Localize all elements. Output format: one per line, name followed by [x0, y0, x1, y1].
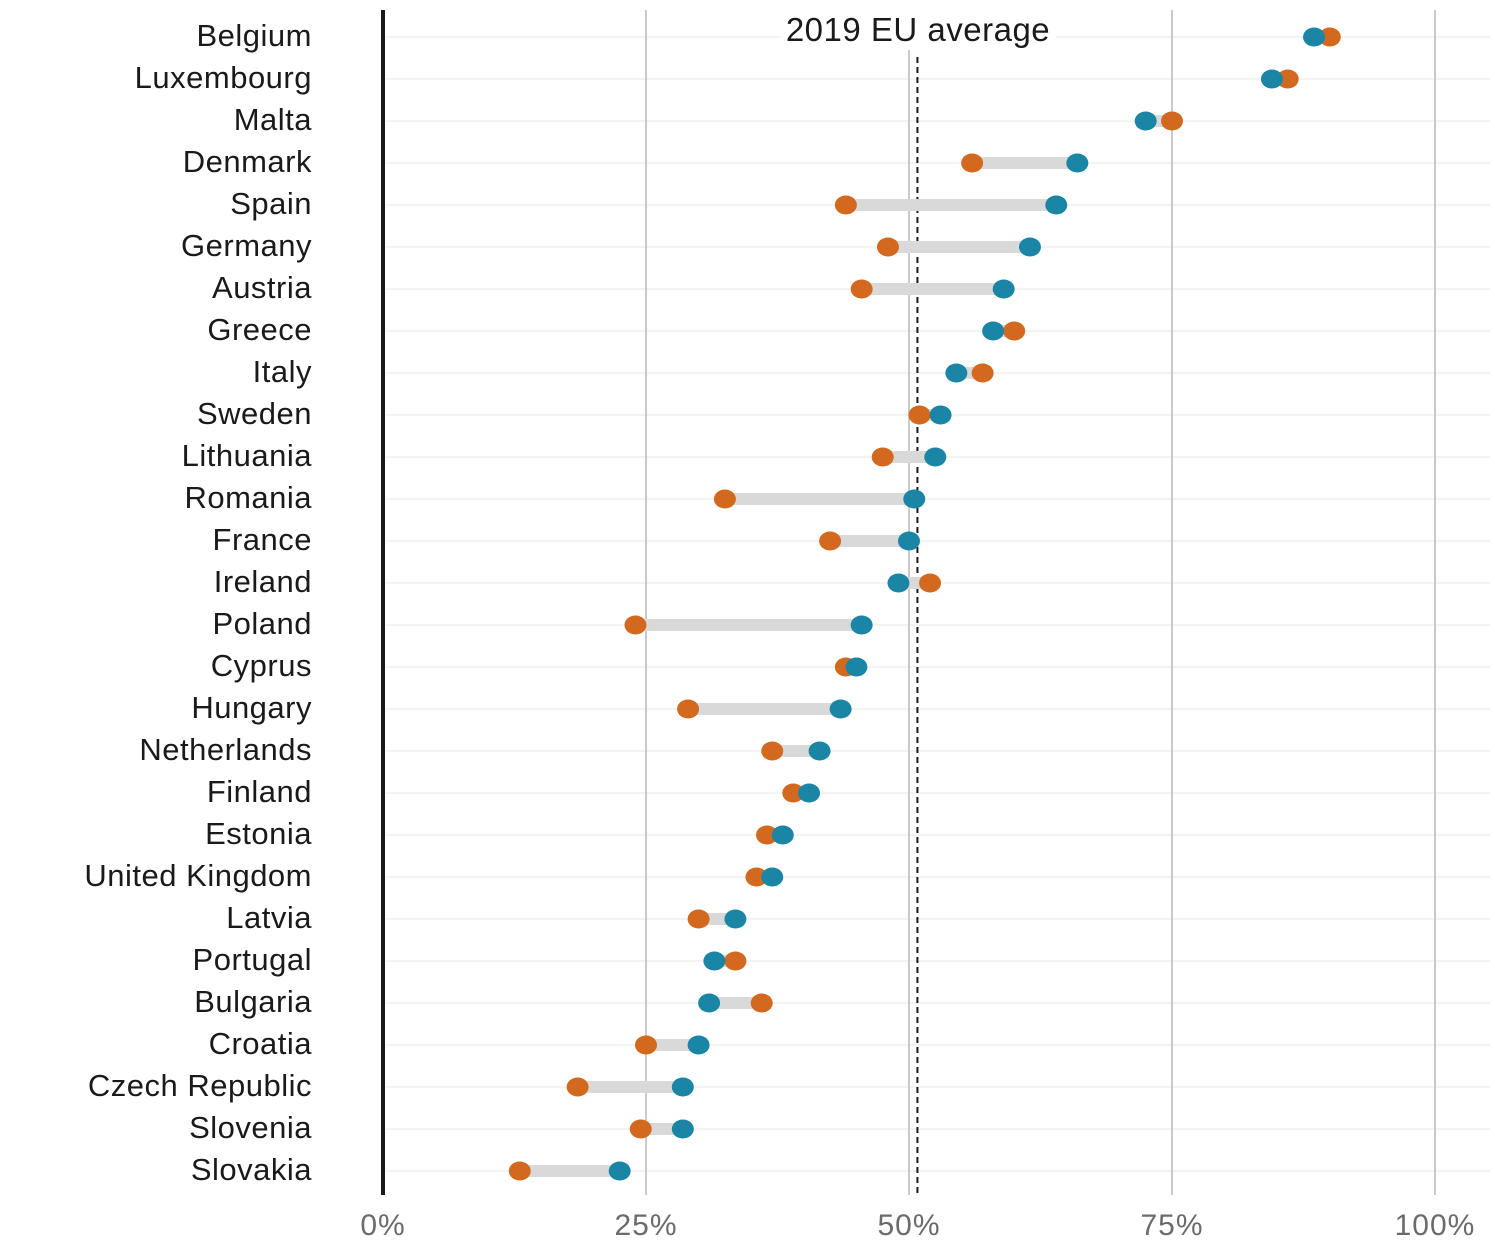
teal-point	[845, 657, 868, 677]
country-label: Ireland	[214, 564, 312, 599]
orange-point	[908, 405, 931, 425]
x-tick-label: 0%	[360, 1209, 405, 1240]
country-label: United Kingdom	[84, 858, 312, 893]
teal-point	[829, 699, 852, 719]
country-label: Bulgaria	[194, 984, 312, 1019]
eu-average-annotation: 2019 EU average	[786, 11, 1050, 48]
teal-point	[1018, 237, 1041, 257]
orange-point	[629, 1119, 652, 1139]
country-label: Netherlands	[139, 732, 312, 767]
teal-point	[850, 615, 873, 635]
teal-point	[671, 1077, 694, 1097]
country-label: Italy	[253, 354, 312, 389]
country-label: Denmark	[183, 144, 312, 179]
orange-point	[961, 153, 984, 173]
teal-point	[1260, 69, 1283, 89]
country-label: Hungary	[191, 690, 312, 725]
orange-point	[750, 993, 773, 1013]
orange-point	[677, 699, 700, 719]
teal-point	[703, 951, 726, 971]
country-label: Malta	[234, 102, 313, 137]
teal-point	[1045, 195, 1068, 215]
country-label: Latvia	[226, 900, 312, 935]
country-label: Estonia	[205, 816, 312, 851]
orange-point	[819, 531, 842, 551]
country-label: Germany	[181, 228, 312, 263]
orange-point	[624, 615, 647, 635]
country-label: France	[213, 522, 312, 557]
teal-point	[1303, 27, 1326, 47]
country-label: Belgium	[197, 18, 313, 53]
teal-point	[929, 405, 952, 425]
x-tick-label: 50%	[877, 1209, 940, 1240]
teal-point	[945, 363, 968, 383]
orange-point	[782, 783, 805, 803]
country-label: Portugal	[193, 942, 312, 977]
orange-point	[850, 279, 873, 299]
orange-point	[1003, 321, 1026, 341]
teal-point	[898, 531, 920, 551]
teal-point	[1066, 153, 1089, 173]
country-label: Luxembourg	[135, 60, 312, 95]
orange-point	[635, 1035, 657, 1055]
country-label: Croatia	[209, 1026, 313, 1061]
country-label: Poland	[212, 606, 312, 641]
orange-point	[745, 867, 768, 887]
orange-point	[724, 951, 747, 971]
x-tick-label: 75%	[1140, 1209, 1203, 1240]
country-label: Spain	[230, 186, 312, 221]
country-label: Slovakia	[191, 1152, 312, 1187]
country-label: Cyprus	[211, 648, 312, 683]
teal-point	[687, 1035, 710, 1055]
teal-point	[671, 1119, 694, 1139]
country-label: Czech Republic	[88, 1068, 312, 1103]
country-label: Romania	[184, 480, 312, 515]
country-label: Finland	[207, 774, 312, 809]
country-label: Lithuania	[182, 438, 313, 473]
orange-point	[1318, 27, 1341, 47]
teal-point	[698, 993, 721, 1013]
teal-point	[982, 321, 1005, 341]
country-label: Austria	[212, 270, 312, 305]
teal-point	[887, 573, 910, 593]
country-label: Greece	[207, 312, 312, 347]
x-tick-label: 100%	[1395, 1209, 1476, 1240]
orange-point	[834, 195, 857, 215]
country-label: Sweden	[197, 396, 312, 431]
orange-point	[566, 1077, 589, 1097]
country-label: Slovenia	[189, 1110, 312, 1145]
orange-point	[755, 825, 778, 845]
teal-point	[761, 867, 784, 887]
orange-point	[876, 237, 899, 257]
teal-point	[608, 1161, 631, 1181]
teal-point	[808, 741, 831, 761]
teal-point	[771, 825, 794, 845]
orange-point	[1161, 111, 1183, 131]
orange-point	[687, 909, 710, 929]
teal-point	[992, 279, 1015, 299]
orange-point	[1276, 69, 1299, 89]
teal-point	[1134, 111, 1157, 131]
orange-point	[871, 447, 894, 467]
orange-point	[761, 741, 784, 761]
teal-point	[903, 489, 926, 509]
orange-point	[713, 489, 736, 509]
orange-point	[919, 573, 942, 593]
teal-point	[798, 783, 821, 803]
teal-point	[924, 447, 947, 467]
orange-point	[508, 1161, 531, 1181]
x-tick-label: 25%	[614, 1209, 677, 1240]
teal-point	[724, 909, 747, 929]
annotation-background	[779, 9, 1057, 50]
orange-point	[971, 363, 994, 383]
